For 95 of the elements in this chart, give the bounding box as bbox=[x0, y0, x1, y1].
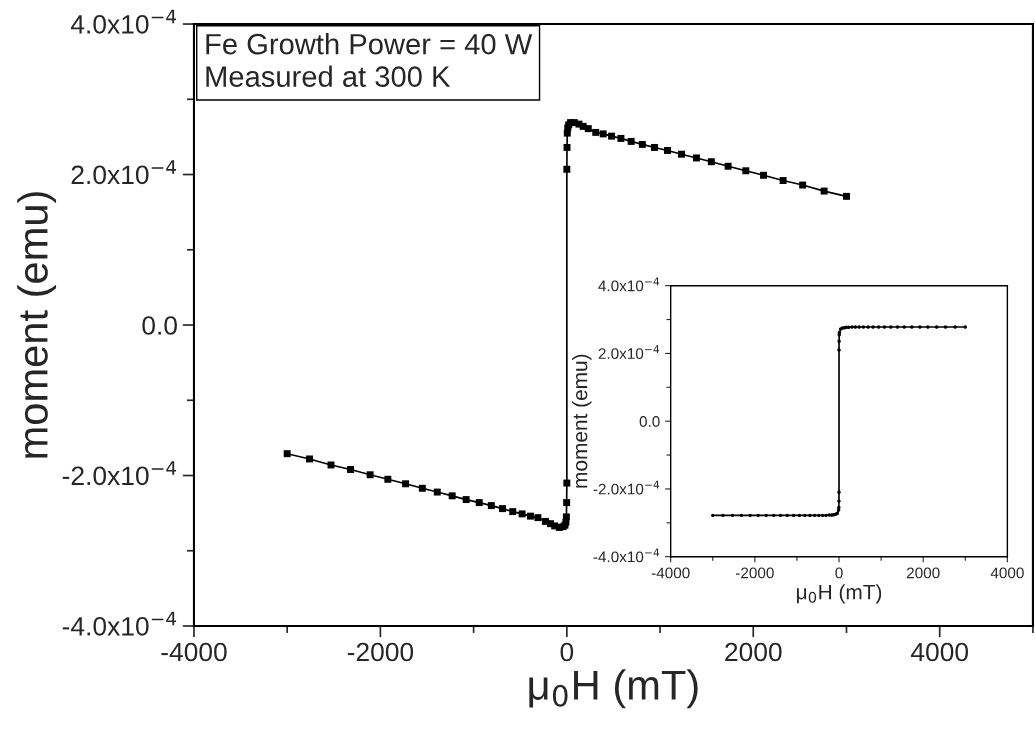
x-tick-label: -4000 bbox=[651, 567, 690, 579]
point bbox=[778, 513, 783, 518]
point bbox=[711, 513, 715, 518]
x-axis-title: μ$_{0}$H (mT) bbox=[529, 669, 698, 709]
point bbox=[664, 146, 671, 154]
point bbox=[837, 490, 841, 495]
x-tick-label: -4000 bbox=[161, 642, 227, 662]
point bbox=[910, 325, 914, 329]
point bbox=[518, 510, 526, 518]
point bbox=[448, 492, 456, 500]
y-tick-label: 0.0 bbox=[639, 416, 660, 427]
point bbox=[475, 499, 483, 507]
y-tick-label: 4.0x10$^{−4}$ bbox=[598, 277, 660, 292]
point bbox=[563, 499, 571, 507]
point bbox=[627, 137, 635, 145]
point bbox=[791, 513, 796, 518]
x-tick-label: 4000 bbox=[910, 642, 969, 662]
y-tick-label: 4.0x10$^{−4}$ bbox=[70, 9, 176, 34]
point bbox=[366, 471, 374, 479]
point bbox=[837, 348, 841, 352]
y-tick-label: 2.0x10$^{−4}$ bbox=[598, 345, 660, 360]
point bbox=[799, 181, 807, 189]
point bbox=[918, 325, 922, 329]
point bbox=[817, 513, 821, 518]
point bbox=[739, 513, 744, 518]
point bbox=[509, 508, 517, 516]
point bbox=[418, 484, 426, 492]
point bbox=[820, 513, 825, 518]
annotation: Fe Growth Power = 40 W bbox=[206, 33, 533, 55]
x-tick-label: 0 bbox=[835, 567, 843, 579]
point bbox=[779, 177, 787, 185]
point bbox=[617, 134, 625, 142]
x-tick-label: 2000 bbox=[906, 567, 940, 579]
point bbox=[599, 130, 607, 138]
point bbox=[772, 513, 776, 518]
point bbox=[563, 165, 571, 173]
point bbox=[562, 513, 570, 521]
point bbox=[724, 162, 732, 170]
point bbox=[433, 488, 441, 496]
annotation: Measured at 300 K bbox=[206, 65, 451, 87]
point bbox=[306, 455, 314, 463]
point bbox=[527, 512, 534, 520]
point bbox=[824, 513, 828, 518]
point bbox=[608, 132, 616, 140]
point bbox=[638, 140, 646, 148]
y-tick-label: 0.0 bbox=[142, 316, 177, 335]
point bbox=[402, 480, 410, 488]
y-tick-label: -4.0x10$^{−4}$ bbox=[62, 611, 177, 636]
point bbox=[797, 513, 802, 518]
point bbox=[584, 125, 592, 133]
point bbox=[678, 150, 685, 158]
point bbox=[283, 450, 291, 458]
y-axis-title: moment (emu) bbox=[17, 192, 57, 458]
point bbox=[837, 339, 841, 343]
point bbox=[563, 479, 571, 487]
point bbox=[692, 154, 700, 162]
point bbox=[926, 325, 930, 329]
point bbox=[902, 325, 906, 329]
point bbox=[871, 325, 875, 329]
point bbox=[384, 475, 392, 483]
x-axis-title: μ$_{0}$H (mT) bbox=[796, 584, 882, 604]
point bbox=[742, 167, 750, 175]
y-tick-label: -4.0x10$^{−4}$ bbox=[593, 548, 660, 563]
x-tick-label: 4000 bbox=[990, 567, 1024, 579]
y-tick-label: -2.0x10$^{−4}$ bbox=[593, 480, 660, 495]
point bbox=[534, 514, 542, 522]
point bbox=[953, 325, 957, 329]
point bbox=[760, 171, 767, 179]
point bbox=[487, 502, 495, 510]
point bbox=[730, 513, 735, 518]
y-tick-label: 2.0x10$^{−4}$ bbox=[71, 160, 176, 185]
point bbox=[843, 192, 850, 200]
y-tick-label: -2.0x10$^{−4}$ bbox=[62, 461, 177, 486]
x-tick-label: -2000 bbox=[735, 567, 774, 579]
point bbox=[499, 505, 506, 513]
point bbox=[889, 325, 893, 329]
point bbox=[592, 128, 600, 136]
point bbox=[347, 466, 355, 473]
point bbox=[764, 513, 768, 518]
point bbox=[650, 143, 658, 151]
point bbox=[857, 325, 861, 329]
point bbox=[850, 325, 854, 329]
point bbox=[707, 158, 715, 166]
point bbox=[756, 513, 760, 518]
y-axis-title: moment (emu) bbox=[572, 354, 592, 488]
point bbox=[963, 325, 968, 329]
x-tick-label: -2000 bbox=[347, 642, 414, 662]
point bbox=[812, 513, 817, 518]
point bbox=[785, 513, 789, 518]
point bbox=[820, 187, 828, 195]
x-tick-label: 0 bbox=[560, 642, 574, 662]
point bbox=[837, 499, 841, 503]
point bbox=[462, 496, 470, 504]
x-tick-label: 2000 bbox=[725, 642, 782, 662]
point bbox=[866, 325, 870, 329]
